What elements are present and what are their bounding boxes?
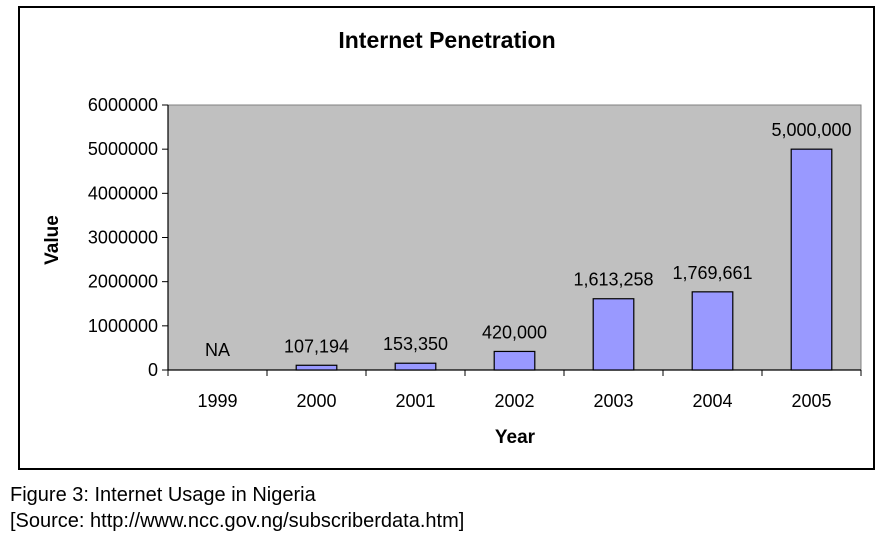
source-caption: [Source: http://www.ncc.gov.ng/subscribe…: [10, 510, 465, 532]
bar-2004: [691, 291, 734, 371]
data-label-1999: NA: [205, 340, 230, 360]
bars-group: [295, 148, 833, 371]
x-tick-label: 2001: [395, 391, 435, 411]
x-tick-label: 2004: [692, 391, 732, 411]
y-axis-title: Value: [42, 215, 63, 265]
data-label-2003: 1,613,258: [573, 270, 653, 290]
data-label-2004: 1,769,661: [672, 263, 752, 283]
y-tick-label: 1000000: [88, 316, 158, 336]
x-tick-label: 2003: [593, 391, 633, 411]
y-tick-label: 6000000: [88, 95, 158, 115]
x-tick-label: 1999: [197, 391, 237, 411]
chart-title: Internet Penetration: [338, 27, 555, 53]
data-label-2005: 5,000,000: [771, 120, 851, 140]
x-axis-title: Year: [495, 427, 536, 448]
data-label-2002: 420,000: [482, 322, 547, 342]
y-tick-label: 4000000: [88, 183, 158, 203]
bar-2003: [592, 298, 635, 371]
plot-area: [167, 104, 862, 371]
bar-2002: [493, 350, 536, 371]
y-axis: 0 1000000 2000000 3000000 4000000 5000000 6000…: [88, 95, 169, 380]
bar-chart: Internet Penetration 0 1000000 2000000 3000…: [42, 27, 862, 448]
bar-2000: [295, 364, 338, 371]
figure-caption: Figure 3: Internet Usage in Nigeria: [10, 484, 316, 506]
y-tick-label: 3000000: [88, 228, 158, 248]
y-tick-label: 0: [148, 360, 158, 380]
data-label-2001: 153,350: [383, 334, 448, 354]
bar-2005: [790, 148, 833, 371]
x-tick-label: 2005: [791, 391, 831, 411]
x-axis: 1999 2000 2001 2002 2003 2004 2005: [167, 369, 862, 411]
x-tick-label: 2002: [494, 391, 534, 411]
x-tick-label: 2000: [296, 391, 336, 411]
y-tick-label: 2000000: [88, 272, 158, 292]
y-tick-label: 5000000: [88, 139, 158, 159]
bar-2001: [394, 362, 437, 371]
data-label-2000: 107,194: [284, 336, 349, 356]
data-labels-group: NA 107,194 153,350 420,000 1,613,258 1,769,66…: [205, 120, 852, 360]
